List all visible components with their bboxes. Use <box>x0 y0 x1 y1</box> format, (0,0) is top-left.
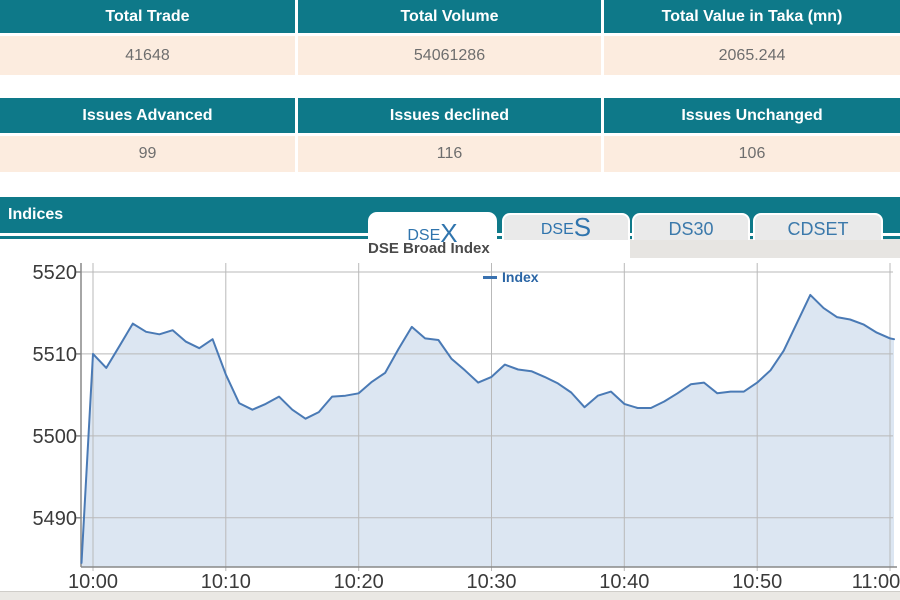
summary-table-values: 41648 54061286 2065.244 <box>0 36 900 75</box>
index-series-line <box>80 293 895 564</box>
tab-dsex[interactable]: DSE X <box>368 212 497 248</box>
issues-unchanged-header: Issues Unchanged <box>604 98 900 133</box>
summary-table-header: Total Trade Total Volume Total Value in … <box>0 0 900 33</box>
total-volume-header: Total Volume <box>298 0 601 33</box>
x-axis-label: 10:40 <box>599 571 649 593</box>
tab-ds30[interactable]: DS30 <box>632 213 750 240</box>
tab-dses[interactable]: DSE S <box>502 213 630 240</box>
tab-cdset-label: CDSET <box>787 219 849 239</box>
total-value-header: Total Value in Taka (mn) <box>604 0 900 33</box>
issues-unchanged-value: 106 <box>604 136 900 172</box>
indices-section-title: Indices <box>8 206 64 223</box>
issues-table-values: 99 116 106 <box>0 136 900 172</box>
tab-dsex-suffix: X <box>440 217 458 248</box>
total-value-value: 2065.244 <box>604 36 900 75</box>
total-trade-value: 41648 <box>0 36 295 75</box>
bottom-edge-strip <box>0 591 900 600</box>
issues-declined-value: 116 <box>298 136 601 172</box>
y-axis-label: 5490 <box>33 508 78 530</box>
index-area-fill <box>81 294 894 567</box>
chart-legend: Index <box>483 269 539 285</box>
tab-dses-suffix: S <box>573 211 592 242</box>
x-axis-label: 10:10 <box>201 571 251 593</box>
issues-advanced-value: 99 <box>0 136 295 172</box>
total-volume-value: 54061286 <box>298 36 601 75</box>
legend-line-swatch <box>483 275 497 279</box>
issues-advanced-header: Issues Advanced <box>0 98 295 133</box>
x-axis-label: 10:50 <box>732 571 782 593</box>
x-axis-label: 10:30 <box>466 571 516 593</box>
tab-dsex-prefix: DSE <box>407 227 441 244</box>
tab-cdset[interactable]: CDSET <box>753 213 883 240</box>
x-axis-label: 11:00 <box>852 571 900 593</box>
tab-shadow-strip <box>630 239 900 258</box>
y-axis-label: 5510 <box>33 344 78 366</box>
y-axis-label: 5500 <box>33 426 78 448</box>
x-axis-label: 10:20 <box>334 571 384 593</box>
issues-declined-header: Issues declined <box>298 98 601 133</box>
x-axis-label: 10:00 <box>68 571 118 593</box>
chart-title: DSE Broad Index <box>368 240 490 257</box>
tab-ds30-label: DS30 <box>668 219 714 239</box>
issues-table-header: Issues Advanced Issues declined Issues U… <box>0 98 900 133</box>
total-trade-header: Total Trade <box>0 0 295 33</box>
y-axis-label: 5520 <box>33 262 78 284</box>
legend-series-label: Index <box>502 269 539 285</box>
tab-dses-prefix: DSE <box>540 221 574 238</box>
